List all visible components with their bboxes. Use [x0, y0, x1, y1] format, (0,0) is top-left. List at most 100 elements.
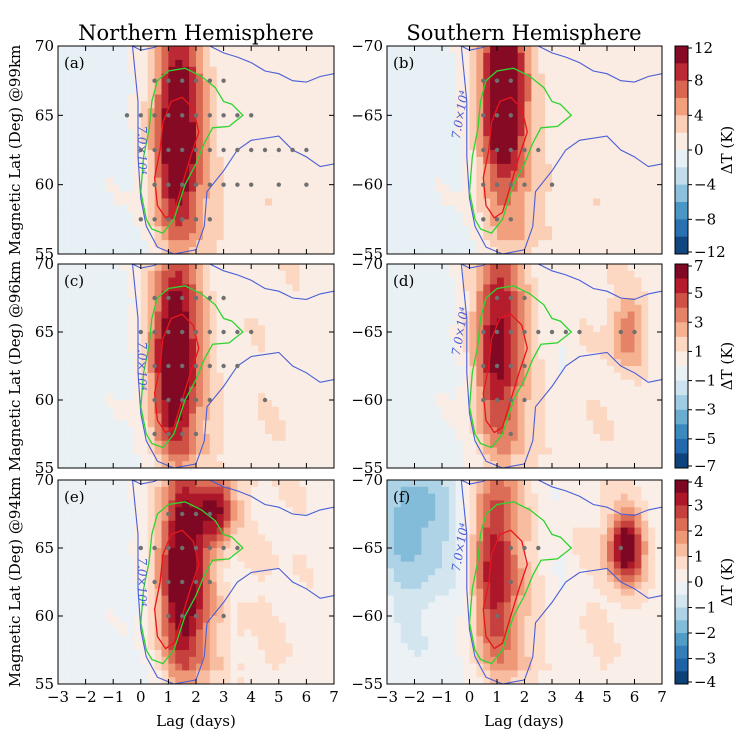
heatmap-cell [455, 219, 464, 227]
contours [131, 46, 334, 254]
heatmap-cell [278, 393, 287, 401]
heatmap-cell [71, 122, 80, 130]
heatmap-cell [127, 311, 135, 319]
significance-dot [235, 329, 240, 335]
significance-dot [166, 295, 171, 301]
heatmap-cell [455, 291, 464, 299]
heatmap-cell [64, 359, 73, 367]
heatmap-cell [320, 393, 328, 401]
heatmap-cell [600, 205, 608, 213]
heatmap-cell [387, 406, 395, 415]
heatmap-cell [538, 247, 546, 254]
heatmap-cell [106, 311, 114, 319]
heatmap-cell [558, 143, 567, 151]
significance-dot [508, 113, 513, 118]
heatmap-cell [244, 393, 252, 401]
heatmap-cell [600, 198, 608, 207]
heatmap-cell [244, 52, 252, 61]
heatmap-cell [531, 359, 539, 367]
heatmap-cell [216, 52, 225, 61]
heatmap-cell [161, 277, 169, 285]
heatmap-cell [168, 311, 176, 319]
heatmap-cell [258, 240, 266, 248]
heatmap-cell [428, 366, 436, 374]
heatmap-cell [648, 136, 656, 144]
heatmap-cell [306, 205, 314, 213]
heatmap-cell [414, 277, 422, 285]
heatmap-cell [641, 277, 649, 285]
heatmap-cell [545, 52, 553, 61]
significance-dot [193, 113, 199, 118]
heatmap-cell [634, 150, 642, 158]
heatmap-cell [196, 264, 204, 272]
heatmap-cell [641, 240, 649, 248]
heatmap-cell [313, 345, 321, 353]
heatmap-cell [627, 386, 636, 394]
heatmap-cell [133, 298, 142, 306]
heatmap-cell [154, 454, 163, 462]
heatmap-cell [407, 284, 416, 292]
heatmap-cell [299, 247, 307, 254]
heatmap-cell [572, 386, 581, 394]
heatmap-cell [558, 240, 567, 248]
heatmap-cell [600, 233, 608, 241]
heatmap-cell [387, 264, 395, 272]
heatmap-cell [71, 177, 80, 186]
heatmap-cell [120, 325, 128, 333]
heatmap-cell [237, 163, 245, 172]
heatmap-cell [421, 406, 429, 415]
heatmap-cell [490, 233, 498, 241]
heatmap-cell [216, 226, 225, 234]
heatmap-cell [524, 359, 532, 367]
heatmap-cell [510, 156, 519, 165]
heatmap-cell [271, 440, 280, 449]
heatmap-cell [161, 143, 169, 151]
heatmap-cell [154, 143, 163, 151]
heatmap-cell [292, 94, 301, 103]
heatmap-cell [428, 46, 436, 54]
heatmap-cell [490, 115, 498, 123]
heatmap-cell [613, 318, 622, 326]
heatmap-cell [278, 264, 287, 272]
heatmap-cell [579, 400, 587, 408]
heatmap-cell [517, 454, 526, 462]
heatmap-cell [620, 352, 629, 360]
heatmap-cell [586, 318, 594, 326]
heatmap-cell [140, 372, 149, 381]
heatmap-cell [202, 427, 211, 435]
heatmap-cell [216, 352, 225, 360]
heatmap-cell [196, 406, 204, 415]
heatmap-cell [538, 332, 546, 340]
heatmap-cell [538, 379, 546, 387]
heatmap-cell [251, 304, 259, 313]
heatmap-cell [469, 359, 477, 367]
heatmap-cell [161, 379, 169, 387]
heatmap-cell [154, 318, 163, 326]
heatmap-cell [552, 434, 560, 442]
heatmap-cell [202, 240, 211, 248]
heatmap-cell [483, 129, 491, 137]
heatmap-cell [71, 80, 80, 89]
heatmap-cell [524, 270, 532, 279]
heatmap-cell [414, 156, 422, 165]
heatmap-cell [428, 427, 436, 435]
heatmap-cell [552, 156, 560, 165]
heatmap-cell [620, 345, 629, 353]
heatmap-cell [92, 434, 100, 442]
heatmap-cell [147, 379, 156, 387]
heatmap-cell [620, 191, 629, 200]
heatmap-cell [140, 393, 149, 401]
heatmap-cell [558, 427, 567, 435]
heatmap-cell [85, 240, 94, 248]
heatmap-cell [189, 338, 197, 347]
heatmap-cell [634, 359, 642, 367]
heatmap-cell [538, 122, 546, 130]
heatmap-cell [627, 73, 636, 82]
heatmap-cell [634, 270, 642, 279]
heatmap-cell [161, 400, 169, 408]
heatmap-cell [265, 291, 273, 299]
heatmap-cell [607, 177, 615, 186]
heatmap-cell [92, 325, 100, 333]
heatmap-cell [462, 270, 471, 279]
heatmap-cell [613, 136, 622, 144]
